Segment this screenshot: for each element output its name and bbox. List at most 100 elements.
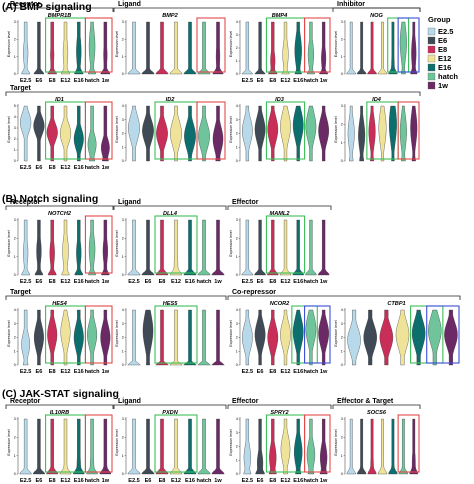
y-tick-label: 2 xyxy=(122,132,124,136)
y-tick-label: 1 xyxy=(236,59,238,63)
y-tick-label: 2 xyxy=(236,132,238,136)
x-tick-label: 1w xyxy=(214,279,222,285)
gene-label: BMP4 xyxy=(272,13,288,19)
x-tick-label: E6 xyxy=(257,478,264,484)
highlight-box-red xyxy=(84,215,113,274)
violin-1w xyxy=(211,418,225,475)
violin-1w xyxy=(317,219,330,276)
y-tick-label: 4 xyxy=(236,308,238,312)
y-tick-label: 0 xyxy=(341,363,343,367)
y-tick-label: 0 xyxy=(122,159,124,163)
legend-swatch xyxy=(427,81,436,90)
y-tick-label: 1 xyxy=(122,349,124,353)
y-tick-label: 2 xyxy=(122,436,124,440)
violin-1w xyxy=(101,105,110,162)
violin-e6 xyxy=(358,105,366,162)
violin-e2-5 xyxy=(21,21,31,75)
x-tick-label: hatch xyxy=(85,78,101,84)
y-tick-label: 4 xyxy=(236,20,238,24)
violin-e16 xyxy=(73,105,84,162)
violin-e16 xyxy=(183,21,197,75)
violin-e6 xyxy=(142,309,154,366)
y-tick-label: 2 xyxy=(341,436,343,440)
gene-label: CTBP1 xyxy=(387,301,405,307)
gene-label: SOCS6 xyxy=(367,410,387,416)
violin-e6 xyxy=(254,219,267,276)
gene-label: NCOR2 xyxy=(270,301,290,307)
category-label: Effector & Target xyxy=(337,398,394,405)
y-tick-label: 0 xyxy=(14,472,16,476)
violin-e12 xyxy=(59,418,72,475)
violin-hatch xyxy=(428,309,442,366)
x-tick-label: 1w xyxy=(320,279,328,285)
x-tick-label: E6 xyxy=(257,78,264,84)
y-tick-label: 1 xyxy=(236,458,238,462)
y-tick-label: 2 xyxy=(236,336,238,340)
violin-1w xyxy=(444,309,458,366)
x-tick-label: 1w xyxy=(214,478,222,484)
highlight-box-green xyxy=(154,414,198,473)
x-tick-label: E16 xyxy=(293,78,303,84)
y-tick-label: 3 xyxy=(341,322,343,326)
x-tick-label: E8 xyxy=(269,369,276,375)
y-axis-label: Expression level xyxy=(115,116,119,142)
violin-e8 xyxy=(47,309,58,366)
category-label: Inhibitor xyxy=(337,1,365,8)
x-tick-label: E12 xyxy=(61,165,71,171)
y-axis-label: Expression level xyxy=(115,31,119,57)
y-tick-label: 4 xyxy=(14,115,16,119)
y-tick-label: 3 xyxy=(341,417,343,421)
highlight-box-red xyxy=(84,414,113,473)
x-tick-label: E12 xyxy=(61,279,71,285)
violin-e16 xyxy=(74,219,84,276)
x-tick-label: E16 xyxy=(293,478,303,484)
violin-e2-5 xyxy=(243,418,252,475)
violin-e12 xyxy=(169,219,183,276)
gene-label: BMP2 xyxy=(162,13,178,19)
x-tick-label: E2.5 xyxy=(20,369,32,375)
category-label: Ligand xyxy=(118,199,141,206)
violin-panel: IL10RB Expression level 0 1 2 3 E2.5 E6 E8 E12 E16… xyxy=(7,410,113,484)
x-tick-label: E6 xyxy=(36,369,43,375)
category-label: Effector xyxy=(232,398,259,405)
violin-e12 xyxy=(377,21,388,75)
gene-label: NOG xyxy=(370,13,383,19)
x-tick-label: E12 xyxy=(281,279,291,285)
x-tick-label: hatch xyxy=(303,78,319,84)
violin-e8 xyxy=(46,418,59,475)
violin-hatch xyxy=(87,309,98,366)
category-bracket xyxy=(227,295,461,300)
violin-e8 xyxy=(155,418,169,475)
violin-1w xyxy=(410,105,418,162)
violin-e2-5 xyxy=(19,418,32,475)
x-tick-label: E12 xyxy=(61,478,71,484)
y-tick-label: 1 xyxy=(14,454,16,458)
violin-e16 xyxy=(73,309,84,366)
x-tick-label: E2.5 xyxy=(242,478,254,484)
x-tick-label: 1w xyxy=(320,78,328,84)
violin-hatch xyxy=(88,21,97,75)
violin-e16 xyxy=(292,309,304,366)
y-axis-label: Expression level xyxy=(229,429,233,455)
violin-e12 xyxy=(169,309,183,366)
violin-e16 xyxy=(411,309,426,366)
x-tick-label: E12 xyxy=(281,478,291,484)
violin-1w xyxy=(101,219,110,276)
y-tick-label: 1 xyxy=(122,145,124,149)
x-tick-label: E8 xyxy=(159,279,166,285)
y-tick-label: 1 xyxy=(236,255,238,259)
violin-e12 xyxy=(281,21,290,75)
violin-e2-5 xyxy=(347,309,361,366)
highlight-box-green xyxy=(265,215,306,274)
y-tick-label: 0 xyxy=(122,363,124,367)
category-bracket xyxy=(227,404,332,409)
violin-e6 xyxy=(33,309,44,366)
y-tick-label: 0 xyxy=(236,273,238,277)
violin-1w xyxy=(319,418,328,475)
violin-e8 xyxy=(266,219,279,276)
violin-e16 xyxy=(388,21,398,75)
category-label: Receptor xyxy=(10,398,41,405)
violin-e16 xyxy=(74,21,84,75)
x-tick-label: hatch xyxy=(197,279,213,285)
